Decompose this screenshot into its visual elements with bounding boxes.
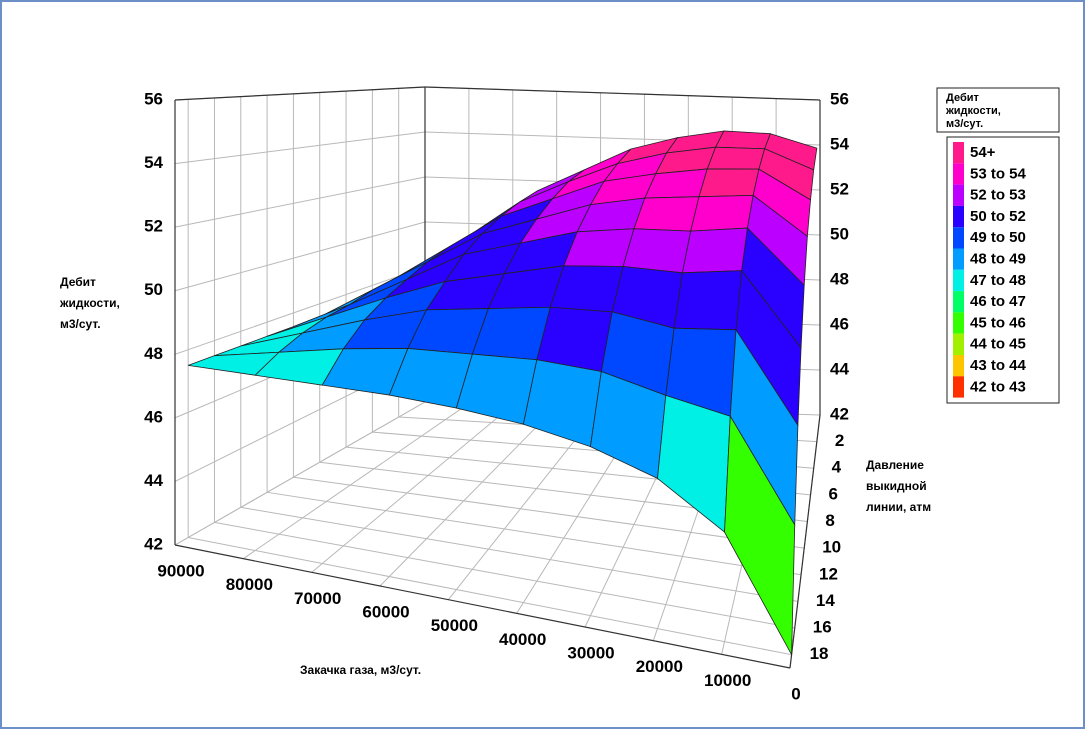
z-tick-label: 56	[144, 89, 163, 108]
legend-label: 47 to 48	[970, 272, 1026, 289]
z-tick-label: 48	[144, 344, 163, 363]
grid-line	[174, 176, 426, 228]
legend-label: 50 to 52	[970, 208, 1026, 225]
legend-label: 44 to 45	[970, 336, 1026, 353]
z-tick-label: 52	[144, 217, 163, 236]
x-tick-label: 30000	[567, 643, 614, 662]
z-tick-label: 52	[830, 179, 849, 198]
legend-title: м3/сут.	[946, 118, 983, 130]
legend-swatch	[953, 376, 964, 398]
y-tick-label: 16	[813, 618, 832, 637]
x-tick-label: 0	[791, 684, 800, 703]
surface-cell	[724, 414, 796, 657]
legend-swatch	[953, 248, 964, 270]
axis-line	[789, 414, 821, 669]
surface-cell	[681, 227, 748, 274]
grid-line	[174, 266, 426, 355]
y-tick-label: 2	[835, 431, 844, 450]
surface-cell	[714, 130, 771, 150]
grid-line	[174, 131, 426, 165]
z-tick-label: 44	[830, 359, 849, 378]
legend-label: 54+	[970, 144, 996, 161]
legend-swatch	[953, 142, 964, 164]
legend-swatch	[953, 333, 964, 355]
legend-swatch	[953, 312, 964, 334]
z-axis-title: Дебит	[60, 275, 96, 289]
legend-swatch	[953, 269, 964, 292]
z-tick-label: 46	[144, 407, 163, 426]
legend-title: Дебит	[946, 92, 980, 104]
surface-cell	[549, 265, 624, 313]
y-axis-title: выкидной	[866, 479, 927, 493]
legend-label: 45 to 46	[970, 314, 1026, 331]
axis-line	[174, 544, 791, 669]
y-tick-label: 14	[816, 591, 835, 610]
x-tick-label: 80000	[226, 575, 273, 594]
x-tick-label: 10000	[704, 671, 751, 690]
legend-title: жидкости,	[945, 105, 1001, 117]
z-tick-label: 50	[144, 280, 163, 299]
legend-label: 52 to 53	[970, 187, 1026, 204]
z-tick-label: 56	[830, 89, 849, 108]
grid-line	[214, 521, 795, 629]
y-tick-label: 6	[829, 484, 838, 503]
x-tick-label: 50000	[431, 616, 478, 635]
x-axis-title: Закачка газа, м3/сут.	[300, 663, 421, 677]
grid-line	[174, 401, 426, 546]
y-tick-label: 18	[810, 644, 829, 663]
x-tick-label: 20000	[636, 657, 683, 676]
grid-line	[240, 506, 798, 602]
x-tick-label: 90000	[157, 561, 204, 580]
legend-box	[946, 136, 1060, 404]
z-tick-label: 48	[830, 269, 849, 288]
legend-label: 42 to 43	[970, 378, 1026, 395]
z-tick-label: 42	[144, 534, 163, 553]
grid-line	[311, 404, 514, 573]
surface-cell	[673, 270, 743, 331]
grid-line	[293, 476, 805, 549]
surface-cell	[633, 196, 700, 232]
grid-line	[243, 403, 470, 560]
legend-swatch	[953, 291, 964, 313]
surface-cell	[622, 228, 692, 274]
axis-line	[174, 86, 426, 101]
legend-swatch	[953, 184, 964, 206]
grid-line	[174, 221, 426, 292]
legend-title-box	[936, 87, 1060, 133]
z-tick-label: 54	[144, 153, 163, 172]
axis-line	[424, 86, 821, 101]
x-tick-label: 60000	[362, 602, 409, 621]
legend-label: 53 to 54	[970, 165, 1027, 182]
z-axis-title: жидкости,	[59, 296, 120, 310]
grid-line	[188, 536, 792, 656]
y-axis-title: линии, атм	[866, 500, 931, 514]
legend-swatch	[953, 163, 964, 185]
legend-swatch	[953, 355, 964, 377]
z-tick-label: 46	[830, 314, 849, 333]
legend-label: 49 to 50	[970, 229, 1026, 246]
legend-swatch	[953, 205, 964, 228]
z-tick-label: 54	[830, 134, 849, 153]
surface-cell	[706, 146, 766, 170]
z-tick-label: 50	[830, 224, 849, 243]
z-tick-label: 44	[144, 471, 163, 490]
surface-cell	[698, 168, 760, 198]
y-tick-label: 10	[822, 538, 841, 557]
legend-label: 48 to 49	[970, 250, 1026, 267]
x-tick-label: 70000	[294, 589, 341, 608]
x-tick-label: 40000	[499, 630, 546, 649]
grid-line	[379, 405, 558, 587]
z-axis-title: м3/сут.	[60, 317, 101, 331]
legend-label: 46 to 47	[970, 293, 1026, 310]
y-tick-label: 4	[832, 458, 842, 477]
y-tick-label: 8	[825, 511, 834, 530]
legend-label: 43 to 44	[970, 357, 1027, 374]
grid-line	[267, 491, 802, 576]
surface-cell	[690, 194, 754, 232]
y-tick-label: 12	[819, 564, 838, 583]
y-axis-title: Давление	[866, 458, 924, 472]
z-tick-label: 42	[830, 404, 849, 423]
legend-swatch	[953, 227, 964, 249]
